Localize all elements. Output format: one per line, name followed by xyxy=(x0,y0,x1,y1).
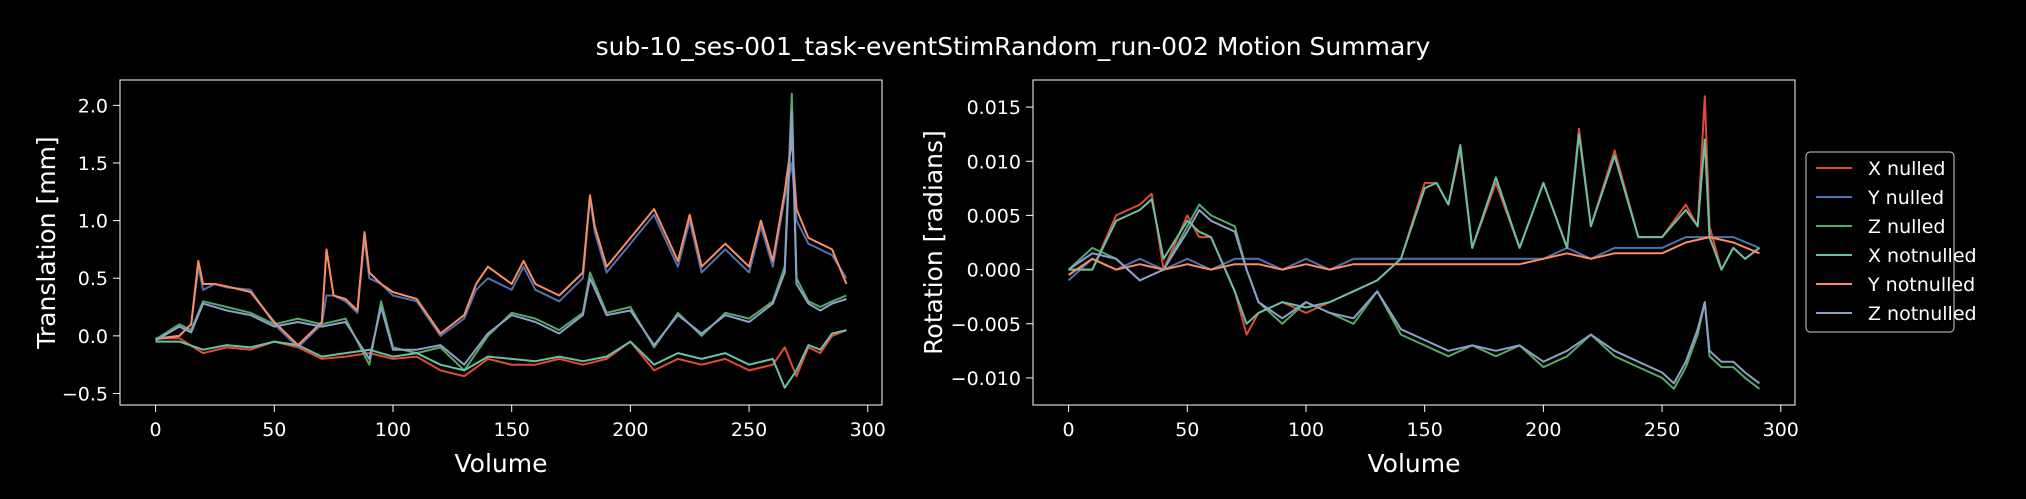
rotation-series-y-notnulled xyxy=(1068,236,1760,276)
rotation-series-z-nulled xyxy=(1067,203,1761,390)
figure-title: sub-10_ses-001_task-eventStimRandom_run-… xyxy=(596,32,1431,61)
rotation-x-tick-label: 200 xyxy=(1525,419,1561,441)
translation-series-z-notnulled xyxy=(155,110,847,366)
legend: X nulled Y nulled Z nulled X notnulled Y not… xyxy=(1805,151,1977,333)
rotation-x-tick-label: 0 xyxy=(1063,419,1075,441)
legend-label-x-notnulled: X notnulled xyxy=(1868,245,1977,267)
translation-x-tick-label: 50 xyxy=(262,419,286,441)
translation-series-z-nulled xyxy=(155,92,847,372)
translation-y-tick-label: 1.0 xyxy=(78,211,108,233)
legend-label-x-nulled: X nulled xyxy=(1868,158,1945,180)
translation-x-axis-label: Volume xyxy=(455,449,548,478)
translation-x-tick-label: 300 xyxy=(850,419,886,441)
legend-label-y-notnulled: Y notnulled xyxy=(1867,274,1975,296)
rotation-x-tick-label: 300 xyxy=(1763,419,1799,441)
rotation-x-tick-label: 250 xyxy=(1644,419,1680,441)
legend-label-z-nulled: Z nulled xyxy=(1868,216,1945,238)
translation-y-tick-label: 0.0 xyxy=(78,326,108,348)
translation-y-tick-label: 2.0 xyxy=(78,95,108,117)
translation-x-tick-label: 100 xyxy=(375,419,411,441)
rotation-x-axis-label: Volume xyxy=(1368,449,1461,478)
translation-x-tick-label: 200 xyxy=(612,419,648,441)
rotation-y-tick-label: 0.000 xyxy=(967,260,1021,282)
rotation-panel: 0 50 100 150 200 250 300 −0.010 −0.005 0.000 0.005… xyxy=(919,79,1799,478)
translation-axes-frame xyxy=(119,79,883,406)
rotation-series-x-notnulled xyxy=(1068,133,1761,325)
rotation-axes-frame xyxy=(1032,79,1796,406)
translation-panel: 0 50 100 150 200 250 300 −0.5 0.0 0.5 1.0 1.5 2.0 Vol… xyxy=(32,79,886,478)
rotation-x-tick-label: 50 xyxy=(1175,419,1199,441)
rotation-series-x-nulled xyxy=(1068,95,1761,336)
rotation-x-tick-label: 150 xyxy=(1407,419,1443,441)
translation-y-axis-label: Translation [mm] xyxy=(32,136,61,349)
translation-series-x-nulled xyxy=(155,329,847,378)
rotation-y-tick-label: −0.005 xyxy=(951,314,1021,336)
rotation-y-tick-label: 0.010 xyxy=(967,151,1021,173)
legend-label-y-nulled: Y nulled xyxy=(1867,187,1944,209)
rotation-x-tick-label: 100 xyxy=(1288,419,1324,441)
legend-label-z-notnulled: Z notnulled xyxy=(1868,303,1977,325)
rotation-y-tick-label: −0.010 xyxy=(951,368,1021,390)
rotation-y-tick-label: 0.005 xyxy=(967,205,1021,227)
translation-y-tick-label: 1.5 xyxy=(78,153,108,175)
translation-x-tick-label: 0 xyxy=(150,419,162,441)
rotation-y-tick-label: 0.015 xyxy=(967,97,1021,119)
rotation-series-z-notnulled xyxy=(1068,209,1761,385)
translation-y-tick-label: 0.5 xyxy=(78,268,108,290)
translation-y-tick-label: −0.5 xyxy=(62,383,108,405)
translation-x-tick-label: 250 xyxy=(731,419,767,441)
rotation-series-y-nulled xyxy=(1067,236,1760,282)
rotation-y-axis-label: Rotation [radians] xyxy=(919,130,948,355)
translation-series-y-notnulled xyxy=(155,138,848,347)
translation-x-tick-label: 150 xyxy=(494,419,530,441)
translation-series-x-notnulled xyxy=(155,329,847,389)
